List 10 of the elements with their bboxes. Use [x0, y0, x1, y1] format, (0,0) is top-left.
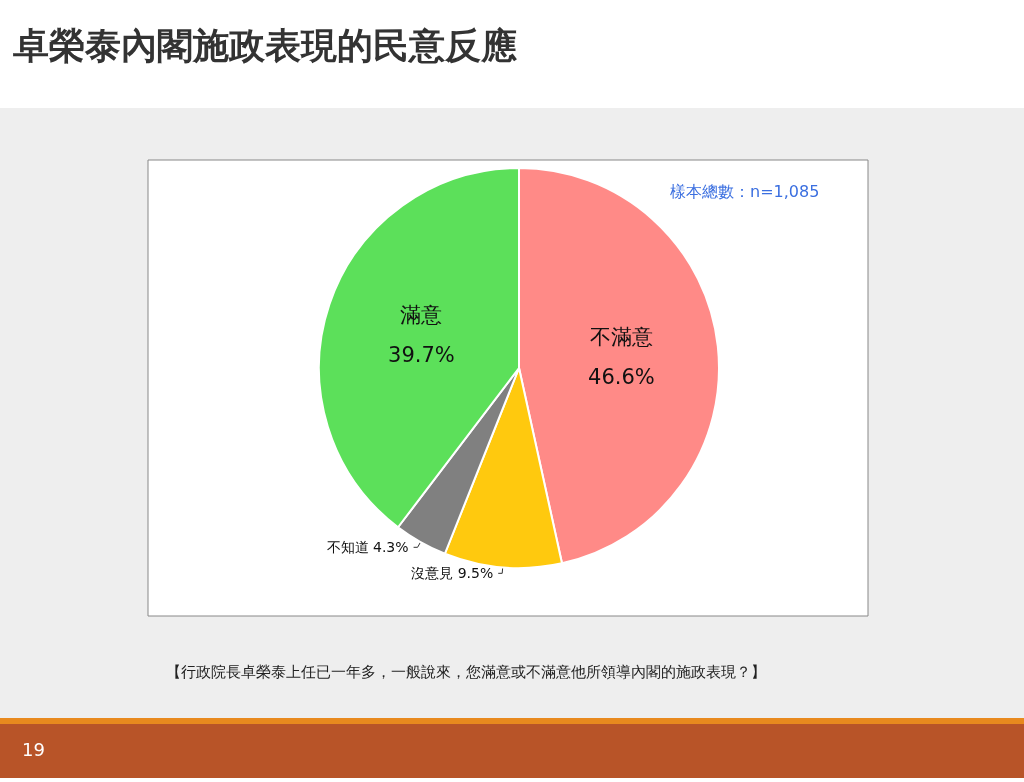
slice-label: 不知道 4.3%	[326, 539, 409, 556]
data-label: 39.7%	[388, 343, 455, 368]
text: 【行政院長卓榮泰上任已一年多，一般說來，您滿意或不滿意他所領導內閣的施政表現？】	[166, 662, 766, 681]
chart-title: 卓榮泰內閣施政表現的民意反應	[12, 24, 517, 66]
text: 19	[22, 738, 45, 760]
text: 樣本總數：n=1,085	[670, 181, 820, 201]
slice-label: 沒意見 9.5%	[411, 565, 494, 582]
slice-label: 滿意	[400, 303, 443, 328]
slice-label: 不滿意	[589, 324, 653, 349]
data-label: 46.6%	[588, 364, 655, 389]
